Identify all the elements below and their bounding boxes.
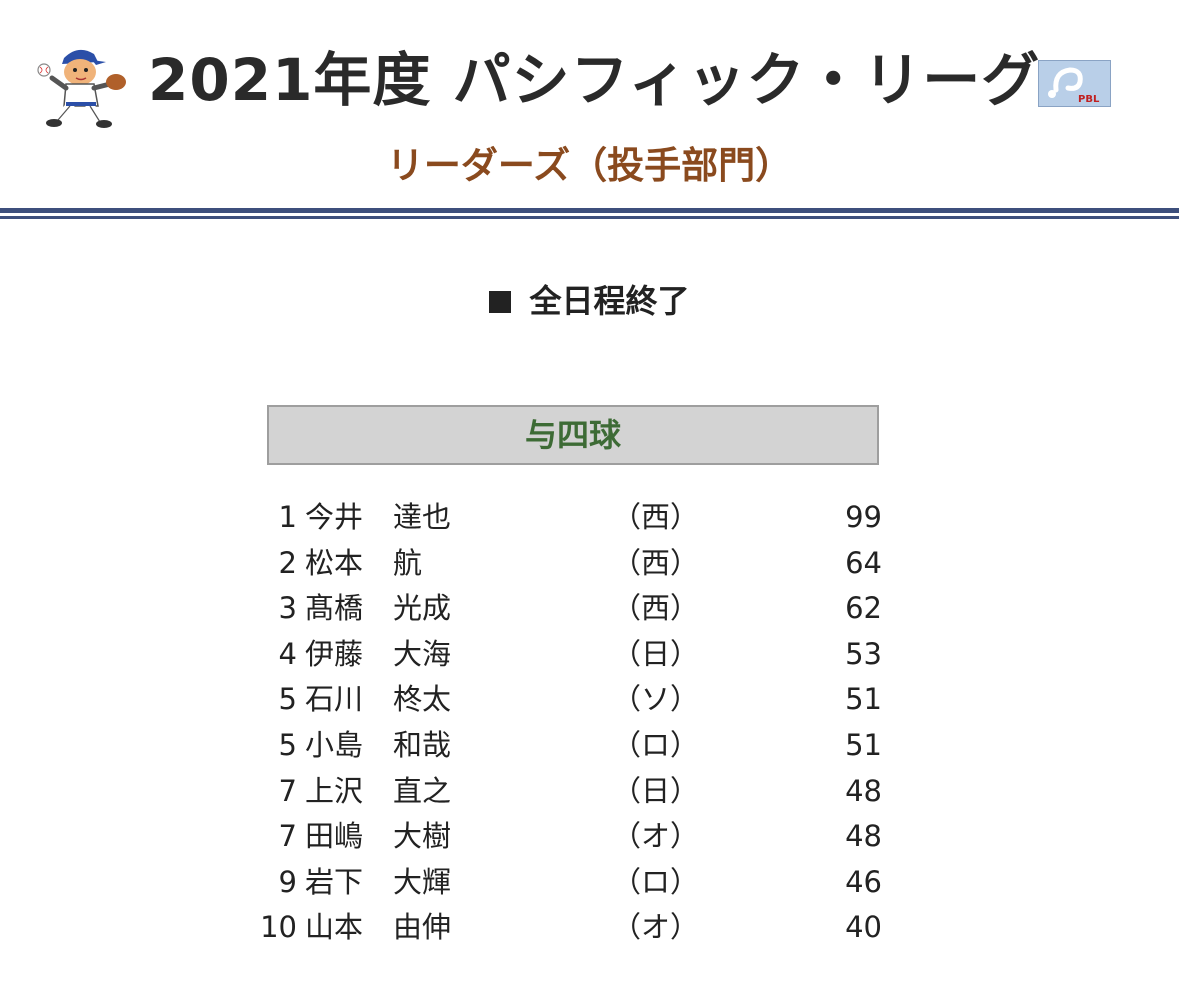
team-abbreviation: （オ）	[612, 910, 700, 945]
rank-number: 10	[260, 910, 297, 945]
player-given-name: 和哉	[393, 728, 452, 762]
player-surname: 伊藤	[305, 636, 364, 671]
rank-number: 5	[278, 728, 297, 762]
team-abbreviation: （西）	[612, 545, 700, 580]
walks-value: 53	[845, 636, 882, 671]
square-bullet-icon	[489, 291, 512, 313]
ranking-row: 5 石川 柊太 （ソ） 51	[0, 676, 1179, 722]
ranking-row: 10 山本 由伸 （オ） 40	[0, 904, 1179, 950]
header-divider	[0, 208, 1179, 213]
player-surname: 石川	[305, 682, 364, 717]
ranking-row: 5 小島 和哉 （ロ） 51	[0, 722, 1179, 768]
rank-number: 2	[278, 545, 297, 580]
rank-number: 3	[278, 591, 297, 626]
player-surname: 田嶋	[305, 819, 364, 854]
walks-value: 62	[845, 591, 882, 626]
player-given-name: 直之	[393, 773, 452, 808]
walks-value: 64	[845, 545, 882, 580]
player-surname: 岩下	[305, 864, 364, 899]
category-header: 与四球	[267, 405, 879, 465]
walks-value: 40	[845, 910, 882, 945]
rank-number: 4	[278, 636, 297, 671]
header-divider-thin	[0, 216, 1179, 219]
player-given-name: 達也	[393, 500, 452, 534]
walks-value: 51	[845, 728, 882, 762]
page-title: 2021年度 パシフィック・リーグ	[148, 46, 1041, 114]
rank-number: 5	[278, 682, 297, 717]
ranking-row: 3 髙橋 光成 （西） 62	[0, 585, 1179, 631]
page-header: 2021年度 パシフィック・リーグ PBL リーダーズ（投手部門）	[0, 0, 1179, 210]
player-given-name: 大海	[393, 636, 452, 671]
pbl-logo-icon: PBL	[1038, 60, 1111, 107]
ranking-row: 2 松本航 （西） 64	[0, 540, 1179, 586]
player-given-name: 航	[393, 545, 423, 580]
player-surname: 今井	[305, 500, 364, 534]
team-abbreviation: （西）	[612, 500, 700, 534]
player-surname: 髙橋	[305, 591, 364, 626]
rank-number: 1	[278, 500, 297, 534]
walks-value: 48	[845, 819, 882, 854]
team-abbreviation: （日）	[612, 636, 700, 671]
player-given-name: 大輝	[393, 864, 452, 899]
rank-number: 7	[278, 819, 297, 854]
ranking-row: 7 田嶋 大樹 （オ） 48	[0, 813, 1179, 859]
ranking-row: 1 今井 達也 （西） 99	[0, 494, 1179, 540]
rank-number: 7	[278, 773, 297, 808]
team-abbreviation: （オ）	[612, 819, 700, 854]
team-abbreviation: （ロ）	[612, 864, 700, 899]
ranking-row: 7 上沢 直之 （日） 48	[0, 768, 1179, 814]
walks-value: 99	[845, 500, 882, 534]
ranking-row: 4 伊藤 大海 （日） 53	[0, 631, 1179, 677]
walks-value: 51	[845, 682, 882, 717]
team-abbreviation: （日）	[612, 773, 700, 808]
player-given-name: 大樹	[393, 819, 452, 854]
walks-value: 48	[845, 773, 882, 808]
player-given-name: 由伸	[393, 910, 452, 945]
player-surname: 松本	[305, 545, 364, 580]
baseball-mascot-icon	[37, 49, 126, 128]
rank-number: 9	[278, 864, 297, 899]
team-abbreviation: （西）	[612, 591, 700, 626]
season-status: 全日程終了	[0, 276, 1179, 326]
walks-value: 46	[845, 864, 882, 899]
player-surname: 上沢	[305, 773, 364, 808]
team-abbreviation: （ソ）	[612, 682, 700, 717]
team-abbreviation: （ロ）	[612, 728, 700, 762]
page-subtitle: リーダーズ（投手部門）	[386, 144, 793, 187]
player-surname: 山本	[305, 910, 364, 945]
svg-text:PBL: PBL	[1078, 94, 1100, 105]
season-status-text: 全日程終了	[529, 282, 690, 320]
ranking-row: 9 岩下 大輝 （ロ） 46	[0, 859, 1179, 905]
player-surname: 小島	[305, 728, 364, 762]
player-given-name: 光成	[393, 591, 452, 626]
player-given-name: 柊太	[393, 682, 452, 717]
